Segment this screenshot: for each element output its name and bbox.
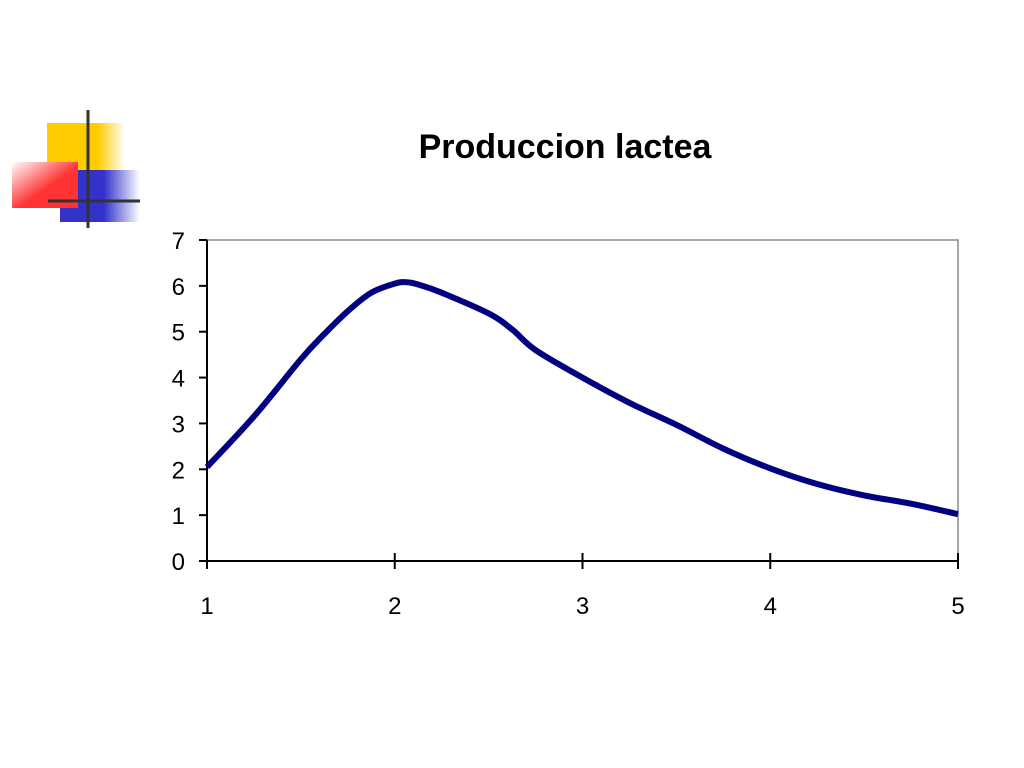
y-tick-label: 2 <box>172 457 185 484</box>
x-tick-label: 3 <box>576 593 589 620</box>
plot-area <box>206 239 959 562</box>
color-blocks-logo-icon <box>12 110 140 228</box>
y-tick-label: 1 <box>172 503 185 530</box>
x-tick-label: 2 <box>388 593 401 620</box>
y-tick-label: 4 <box>172 366 185 393</box>
y-tick-label: 5 <box>172 320 185 347</box>
x-tick-label: 5 <box>951 593 964 620</box>
series-line <box>204 279 959 518</box>
x-tick-label: 1 <box>200 593 213 620</box>
y-tick-label: 0 <box>172 549 185 576</box>
y-tick-label: 3 <box>172 411 185 438</box>
y-tick-label: 7 <box>172 228 185 255</box>
y-tick-label: 6 <box>172 274 185 301</box>
chart-title: Produccion lactea <box>418 128 712 166</box>
x-tick-label: 4 <box>764 593 777 620</box>
